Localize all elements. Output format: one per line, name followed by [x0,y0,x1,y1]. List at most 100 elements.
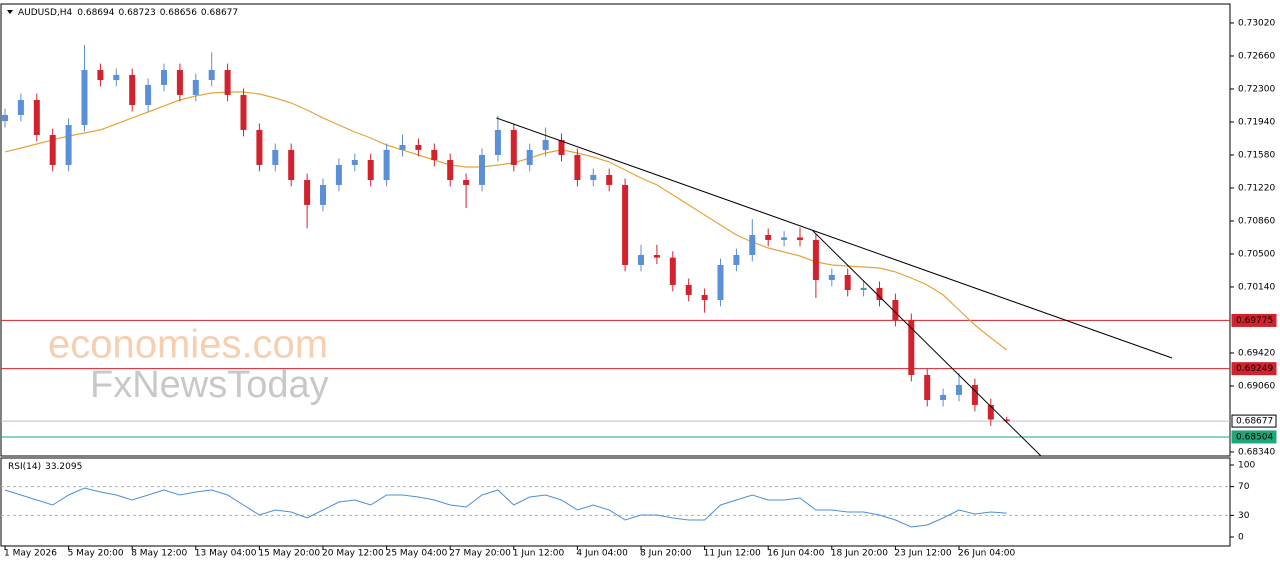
candle-body [987,404,994,420]
y-tick-label: 0.71940 [1238,117,1275,127]
candle-body [781,237,788,240]
x-tick-label: 8 Jun 20:00 [640,549,692,559]
candle-body [494,129,501,155]
candle-body [463,179,470,185]
candle-body [542,139,549,150]
candle-body [924,374,931,400]
x-tick-label: 15 May 20:00 [258,549,320,559]
candle-body [479,154,485,185]
y-tick-label: 0.73020 [1238,18,1275,28]
price-level-label: 0.69249 [1236,364,1273,374]
candle-body [574,154,581,180]
candle-body [749,234,756,255]
x-tick-label: 23 Jun 12:00 [894,549,951,559]
candle-body [176,69,183,95]
watermark: economies.com [48,323,328,367]
candle-body [224,69,231,95]
candle-body [447,160,454,180]
plot-area [1,44,1230,456]
moving-average [4,91,1008,351]
y-tick-label: 0.72300 [1238,84,1275,94]
candle-body [717,264,724,300]
candle-body [33,99,40,135]
x-tick-label: 20 May 12:00 [322,549,384,559]
candle-body [113,74,120,80]
rsi-tick-label: 100 [1238,460,1255,470]
rsi-tick-label: 30 [1238,511,1250,521]
x-tick-label: 5 May 20:00 [68,549,124,559]
y-tick-label: 0.71220 [1238,183,1275,193]
watermark: FxNewsToday [90,364,329,406]
x-tick-label: 11 Jun 12:00 [704,549,761,559]
candle-body [65,124,72,165]
candle-body [876,287,883,300]
candle-body [606,174,613,185]
price-level-box [1231,362,1277,376]
candle-body [399,144,406,150]
trendline [811,229,1042,456]
y-tick-label: 0.70140 [1238,282,1275,292]
x-tick-label: 1 May 2026 [4,549,57,559]
candle-body [828,274,835,281]
candle-body [510,129,517,165]
candle-body [844,274,851,290]
candle-body [17,99,24,116]
candle-body [558,139,565,155]
x-tick-label: 26 Jun 04:00 [958,549,1015,559]
candle-body [208,69,215,80]
candle-body [590,174,597,180]
candle-body [733,254,740,265]
y-tick-label: 0.70860 [1238,216,1275,226]
candle-body [161,69,167,85]
price-level-label: 0.68504 [1236,432,1273,442]
candle-body [971,384,978,405]
candle-body [860,287,867,290]
candle-body [956,384,962,395]
rsi-line [4,487,1007,528]
candle-body [367,160,374,180]
candle-body [272,149,279,165]
x-tick-label: 27 May 20:00 [449,549,511,559]
x-tick-label: 8 May 12:00 [131,549,187,559]
candle-body [81,69,88,125]
rsi-panel [0,457,1231,547]
price-level-box [1231,313,1277,327]
price-level-label: 0.69775 [1236,316,1273,326]
candle-body [320,184,326,205]
trendline [496,117,1173,359]
candle-body [797,237,803,240]
candle-body [415,144,422,150]
candle-body [129,74,136,106]
chart-header: AUDUSD,H4 0.68694 0.68723 0.68656 0.68677 [18,8,238,18]
candle-body [940,394,947,400]
x-tick-label: 18 Jun 20:00 [831,549,888,559]
rsi-tick-label: 0 [1238,533,1244,543]
x-tick-label: 16 Jun 04:00 [767,549,824,559]
candle-body [638,254,644,265]
candle-body [685,284,692,295]
price-panel [0,3,1231,457]
price-level-box [1231,414,1277,428]
candle-body [908,319,915,375]
y-tick-label: 0.70500 [1238,249,1275,259]
menu-arrow[interactable] [7,10,13,14]
price-level-label: 0.68677 [1236,417,1273,427]
candle-body [145,84,152,106]
y-tick-label: 0.69420 [1238,348,1275,358]
y-tick-label: 0.68340 [1238,447,1275,457]
candle-body [192,79,199,95]
candle-body [240,94,247,130]
y-tick-label: 0.71580 [1238,150,1275,160]
candle-body [49,134,56,165]
x-tick-label: 1 Jun 12:00 [513,549,565,559]
x-tick-label: 25 May 04:00 [386,549,448,559]
candle-body [97,69,104,80]
x-tick-label: 4 Jun 04:00 [576,549,628,559]
rsi-header: RSI(14) 33.2095 [8,462,82,472]
candle-body [765,234,772,240]
candle-body [2,115,8,122]
candle-body [256,129,263,165]
candle-body [431,149,438,161]
y-tick-label: 0.72660 [1238,51,1275,61]
